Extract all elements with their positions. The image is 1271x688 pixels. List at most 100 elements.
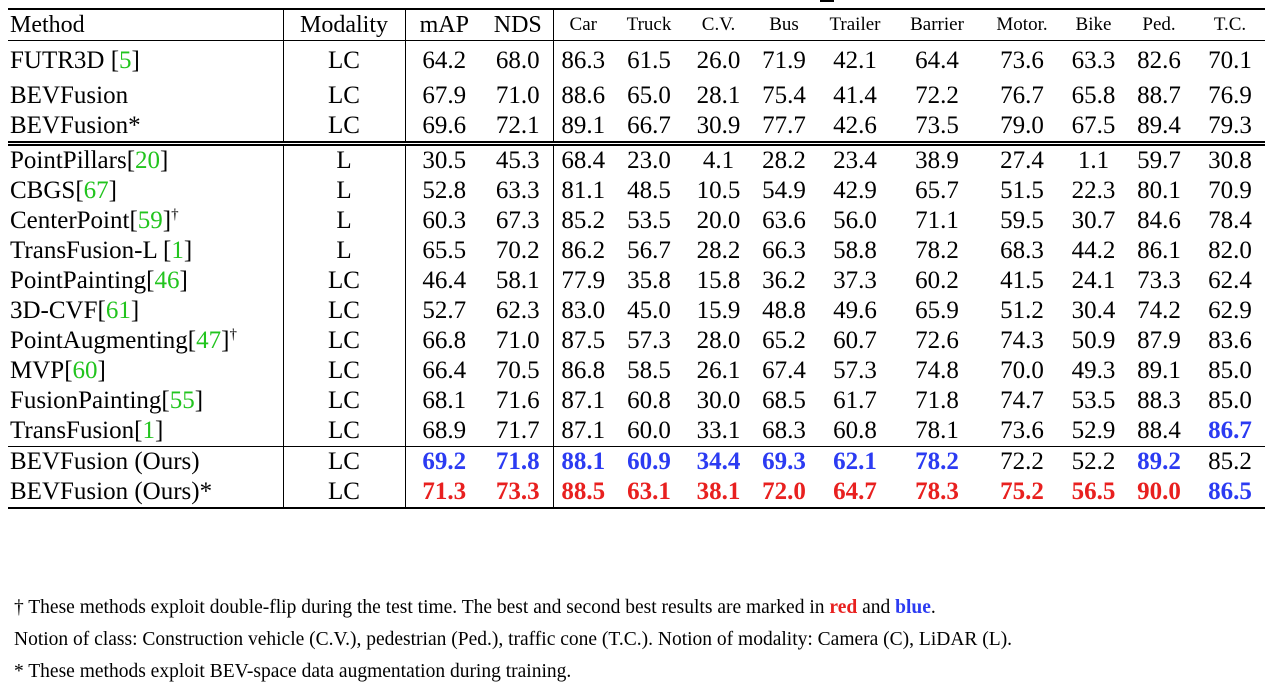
value-cell: 57.3	[833, 356, 877, 384]
value-cell: 82.6	[1137, 46, 1181, 74]
col-header-bus: Bus	[752, 8, 816, 41]
value-cell: 60.2	[915, 266, 959, 294]
value-cell: 88.4	[1137, 416, 1181, 444]
value-cell: 65.0	[627, 81, 671, 109]
value-cell: 71.0	[495, 326, 540, 354]
modality-cell: L	[282, 175, 405, 206]
value-cell: 89.2	[1123, 445, 1195, 477]
value-cell: 66.8	[404, 325, 483, 356]
value-cell: 46.4	[404, 265, 483, 296]
citation-link[interactable]: 61	[105, 296, 131, 324]
value-cell: 23.0	[613, 140, 685, 176]
citation-link[interactable]: 67	[83, 176, 109, 204]
value-cell: 82.0	[1208, 236, 1252, 264]
value-cell: 64.4	[915, 46, 959, 74]
modality-cell: L	[282, 140, 405, 176]
value-cell: 68.5	[762, 386, 806, 414]
value-cell: 59.5	[1000, 206, 1044, 234]
col-header-car: Car	[552, 8, 613, 41]
col-header-cv: C.V.	[685, 8, 752, 41]
value-cell: 53.5	[1071, 386, 1116, 414]
value-cell: 59.7	[1123, 140, 1195, 176]
value-cell: 69.3	[752, 445, 816, 477]
col-header-motor: Motor.	[980, 8, 1064, 41]
value-cell: 63.1	[613, 476, 685, 509]
value-cell: 83.0	[552, 295, 613, 326]
legend-blue-word: blue	[895, 597, 931, 618]
value-cell: 72.6	[915, 326, 959, 354]
value-cell: 71.0	[495, 81, 540, 109]
value-cell: 85.2	[552, 205, 613, 236]
table-row: PointPillars[20] L 30.5 45.3 68.4 23.0 4.1 28.2…	[8, 140, 1265, 176]
col-header-nds: NDS	[483, 8, 553, 41]
value-cell: 27.4	[980, 140, 1064, 176]
value-cell: 71.7	[495, 416, 540, 444]
citation-link[interactable]: 1	[142, 416, 155, 444]
value-cell: 38.9	[894, 140, 980, 176]
value-cell: 71.9	[762, 46, 806, 74]
value-cell: 64.7	[816, 476, 894, 509]
citation-link[interactable]: 47	[196, 326, 222, 354]
method-name: BEVFusion*	[10, 111, 141, 139]
modality-cell: L	[282, 205, 405, 236]
value-cell: 68.4	[552, 140, 613, 176]
method-name: MVP[60]	[10, 356, 106, 384]
value-cell: 86.3	[552, 40, 613, 81]
value-cell: 57.3	[627, 326, 671, 354]
citation-link[interactable]: 59	[137, 206, 163, 234]
value-cell: 71.3	[404, 476, 483, 509]
footnote-dagger: † These methods exploit double-flip duri…	[14, 597, 936, 618]
value-cell: 65.9	[915, 296, 959, 324]
table-row: TransFusion[1] LC 68.9 71.7 87.1 60.0 33.1 68.3…	[8, 415, 1265, 446]
modality-cell: LC	[282, 80, 405, 111]
value-cell: 33.1	[696, 416, 741, 444]
table-row: BEVFusion* LC 69.6 72.1 89.1 66.7 30.9 77.7 42.6…	[8, 110, 1265, 143]
citation-link[interactable]: 60	[72, 356, 98, 384]
value-cell: 88.3	[1137, 386, 1181, 414]
table-row: BEVFusion LC 67.9 71.0 88.6 65.0 28.1 75.4 41.4 7…	[8, 80, 1265, 111]
modality-cell: LC	[282, 265, 405, 296]
col-header-method: Method	[8, 8, 283, 41]
citation-link[interactable]: 55	[169, 386, 195, 414]
citation-link[interactable]: 5	[119, 46, 132, 74]
value-cell: 72.2	[915, 81, 959, 109]
col-header-barrier: Barrier	[894, 8, 980, 41]
table-row: CenterPoint[59]† L 60.3 67.3 85.2 53.5 20.0 63.…	[8, 205, 1265, 236]
value-cell: 83.6	[1208, 326, 1252, 354]
value-cell: 38.1	[685, 476, 752, 509]
value-cell: 68.0	[495, 46, 540, 74]
value-cell: 63.3	[495, 176, 540, 204]
value-cell: 87.9	[1137, 326, 1181, 354]
value-cell: 62.3	[495, 296, 540, 324]
value-cell: 42.1	[833, 46, 877, 74]
value-cell: 35.8	[627, 266, 671, 294]
modality-cell: LC	[282, 325, 405, 356]
table-footnotes: † These methods exploit double-flip duri…	[14, 592, 1264, 688]
table-row: BEVFusion (Ours) LC 69.2 71.8 88.1 60.9 34.4 69…	[8, 445, 1265, 477]
value-cell: 75.2	[980, 476, 1064, 509]
citation-link[interactable]: 46	[154, 266, 180, 294]
value-cell: 72.0	[752, 476, 816, 509]
value-cell: 28.2	[696, 236, 741, 264]
value-cell: 85.0	[1208, 356, 1252, 384]
value-cell: 86.5	[1195, 476, 1265, 509]
value-cell: 62.4	[1208, 266, 1252, 294]
value-cell: 51.2	[1000, 296, 1044, 324]
value-cell: 66.3	[762, 236, 806, 264]
value-cell: 89.1	[1137, 356, 1181, 384]
value-cell: 28.1	[696, 81, 741, 109]
modality-cell: LC	[282, 110, 405, 143]
citation-link[interactable]: 20	[135, 146, 161, 174]
value-cell: 72.2	[980, 445, 1064, 477]
method-name: PointAugmenting[47]†	[10, 326, 237, 354]
value-cell: 65.2	[762, 326, 806, 354]
value-cell: 65.8	[1071, 81, 1116, 109]
value-cell: 10.5	[696, 176, 741, 204]
citation-link[interactable]: 1	[171, 236, 184, 264]
value-cell: 60.0	[627, 416, 671, 444]
value-cell: 89.1	[552, 110, 613, 143]
value-cell: 42.9	[833, 176, 877, 204]
method-name: CBGS[67]	[10, 176, 117, 204]
method-name: FUTR3D [5]	[10, 46, 140, 74]
value-cell: 67.5	[1071, 111, 1116, 139]
